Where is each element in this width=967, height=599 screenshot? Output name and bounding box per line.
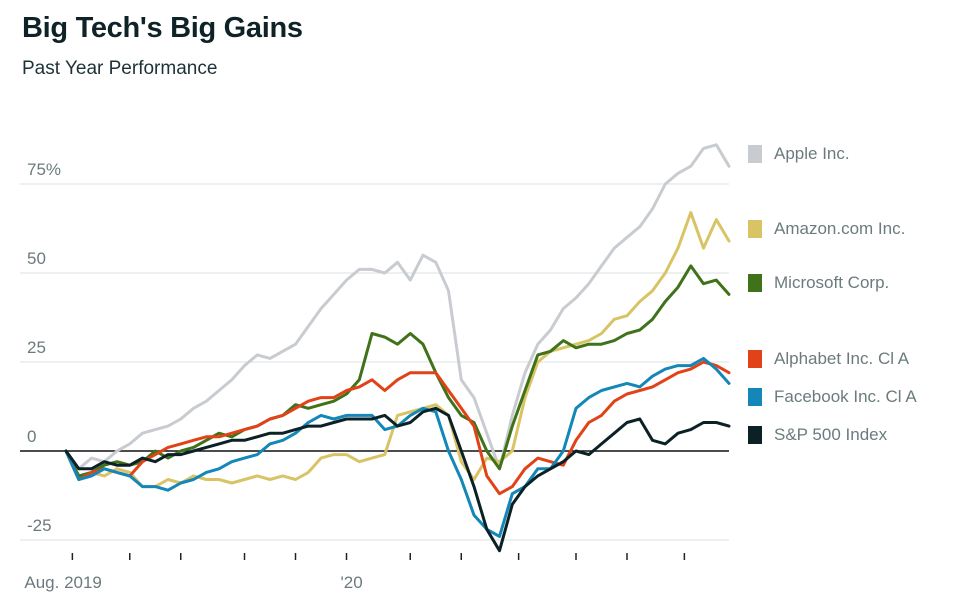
legend-swatch <box>748 426 762 444</box>
legend-label: Microsoft Corp. <box>774 273 890 292</box>
x-tick-label: '20 <box>341 573 363 592</box>
legend-item: Microsoft Corp. <box>748 273 889 293</box>
series-line-alphabet-inc-cl-a <box>64 360 731 496</box>
y-tick-label: 50 <box>27 249 46 268</box>
series-line-s-p-500-index <box>64 406 731 553</box>
legend-item: Amazon.com Inc. <box>748 219 905 239</box>
x-tick-label: Aug. 2019 <box>24 573 102 592</box>
legend-item: Apple Inc. <box>748 144 850 164</box>
legend-swatch <box>748 145 762 163</box>
chart-subtitle: Past Year Performance <box>22 58 218 79</box>
series-line-amazon-com-inc <box>64 211 731 489</box>
y-tick-label: 0 <box>27 427 36 446</box>
y-axis-ticks: 75% 50 25 0 -25 <box>27 160 61 535</box>
legend-label: S&P 500 Index <box>774 425 888 444</box>
legend-swatch <box>748 274 762 292</box>
gridlines <box>20 183 729 541</box>
legend-label: Facebook Inc. Cl A <box>774 387 917 406</box>
legend-label: Amazon.com Inc. <box>774 219 906 238</box>
legend-item: Alphabet Inc. Cl A <box>748 349 909 369</box>
legend-swatch <box>748 350 762 368</box>
y-tick-label: 75% <box>27 160 61 179</box>
legend-label: Apple Inc. <box>774 144 850 163</box>
chart-title: Big Tech's Big Gains <box>22 12 303 44</box>
y-tick-label: 25 <box>27 338 46 357</box>
series-lines <box>64 143 731 553</box>
legend-label: Alphabet Inc. Cl A <box>774 349 910 368</box>
legend-swatch <box>748 388 762 406</box>
x-axis: Aug. 2019 '20 <box>24 553 686 592</box>
legend-swatch <box>748 220 762 238</box>
legend-item: S&P 500 Index <box>748 425 887 445</box>
legend-item: Facebook Inc. Cl A <box>748 387 917 407</box>
series-line-apple-inc <box>64 143 731 471</box>
series-line-microsoft-corp <box>64 264 731 478</box>
y-tick-label: -25 <box>27 516 52 535</box>
